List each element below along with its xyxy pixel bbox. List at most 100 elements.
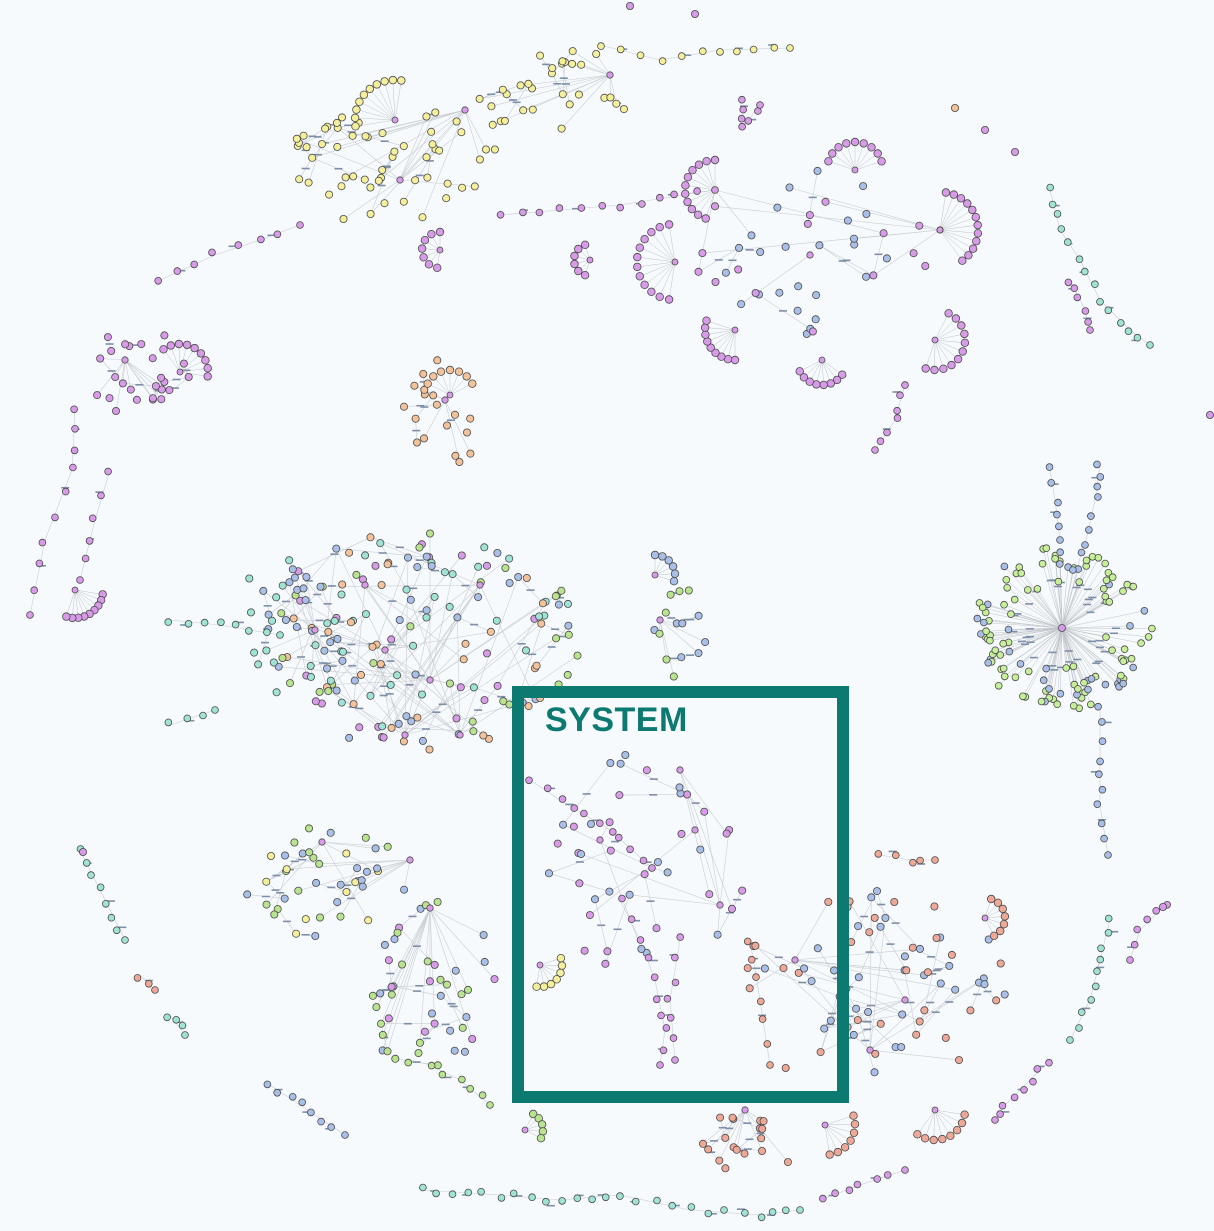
graph-node: [459, 655, 468, 664]
graph-node: [897, 1043, 906, 1052]
graph-node: [952, 1125, 962, 1135]
graph-node: [378, 1030, 387, 1039]
graph-node: [273, 230, 282, 239]
graph-node: [915, 221, 924, 230]
graph-node: [426, 676, 434, 684]
graph-node: [627, 915, 636, 923]
graph-node: [756, 101, 764, 109]
graph-edge: [736, 1109, 746, 1150]
graph-node: [436, 975, 445, 984]
graph-node: [519, 106, 528, 115]
graph-edge: [669, 939, 681, 1001]
graph-edge: [403, 859, 411, 890]
edge-label-mark: [272, 874, 281, 877]
graph-node: [345, 548, 354, 557]
graph-node: [960, 338, 970, 347]
graph-node: [1130, 940, 1139, 949]
graph-edge: [824, 1115, 854, 1126]
graph-edge: [659, 261, 676, 297]
graph-edge: [717, 904, 721, 935]
graph-node: [339, 214, 348, 223]
graph-edge: [599, 44, 661, 61]
graph-node: [208, 248, 216, 257]
graph-node: [454, 367, 464, 376]
graph-node: [470, 182, 479, 191]
graph-edge: [727, 329, 736, 360]
graph-node: [758, 1015, 767, 1023]
graph-node: [486, 627, 495, 636]
edge-label-mark: [808, 196, 817, 199]
graph-node: [574, 90, 583, 99]
edge-label-mark: [330, 553, 339, 555]
graph-edge: [934, 333, 965, 341]
edge-label-mark: [542, 63, 550, 66]
graph-node: [443, 179, 452, 188]
graph-node: [1058, 624, 1066, 632]
graph-node: [121, 936, 129, 944]
graph-node: [693, 187, 701, 195]
graph-node: [553, 839, 562, 848]
graph-edge: [492, 74, 611, 126]
graph-node: [429, 391, 438, 400]
graph-edge: [479, 74, 611, 100]
graph-edge: [1061, 590, 1124, 629]
edge-label-mark: [107, 370, 116, 372]
graph-node: [677, 52, 686, 60]
graph-edge: [300, 600, 431, 681]
graph-node: [846, 1136, 855, 1145]
graph-node: [751, 941, 760, 950]
graph-edge: [266, 841, 323, 905]
graph-node: [466, 414, 475, 423]
edge-label-mark: [412, 1061, 421, 1063]
graph-node: [947, 360, 956, 370]
graph-node: [295, 175, 304, 184]
graph-node: [422, 112, 431, 121]
graph-node: [616, 203, 624, 212]
graph-node: [371, 844, 380, 853]
graph-node: [1024, 586, 1032, 594]
graph-edge: [381, 584, 481, 727]
graph-node: [741, 1106, 749, 1114]
edge-label-mark: [118, 926, 127, 929]
graph-edge: [1025, 627, 1063, 698]
graph-edge: [934, 339, 952, 366]
graph-node: [387, 635, 396, 644]
graph-edge: [668, 261, 676, 300]
graph-node: [105, 394, 114, 403]
graph-node: [451, 451, 460, 460]
graph-edge: [364, 584, 464, 660]
graph-node: [96, 354, 105, 363]
graph-node: [1053, 700, 1061, 708]
graph-edge: [933, 1109, 936, 1141]
graph-edge: [1006, 579, 1063, 629]
graph-edge: [1015, 627, 1063, 678]
graph-edge: [1079, 259, 1101, 301]
graph-edge: [644, 238, 676, 263]
graph-node: [652, 924, 661, 933]
graph-node: [587, 820, 596, 829]
graph-edge: [659, 227, 676, 263]
edge-label-mark: [1091, 476, 1100, 479]
graph-edge: [1004, 566, 1063, 629]
graph-node: [371, 561, 380, 570]
graph-edge: [719, 1109, 746, 1161]
graph-edge: [1061, 627, 1125, 650]
graph-edge: [824, 1124, 855, 1134]
graph-node: [1093, 482, 1101, 491]
graph-edge: [794, 959, 907, 971]
graph-node: [427, 127, 436, 136]
edge-label-mark: [389, 565, 398, 568]
graph-node: [655, 222, 664, 232]
edge-label-mark: [572, 207, 580, 210]
graph-node: [869, 271, 878, 280]
graph-node: [538, 599, 547, 608]
graph-edge: [1004, 1079, 1031, 1106]
graph-node: [448, 1190, 457, 1198]
graph-node: [991, 1116, 999, 1124]
graph-edge: [74, 589, 99, 606]
graph-node: [819, 380, 828, 390]
graph-node: [380, 940, 389, 949]
edge-label-mark: [261, 895, 270, 898]
edge-label-mark: [649, 778, 658, 780]
graph-node: [616, 45, 625, 54]
